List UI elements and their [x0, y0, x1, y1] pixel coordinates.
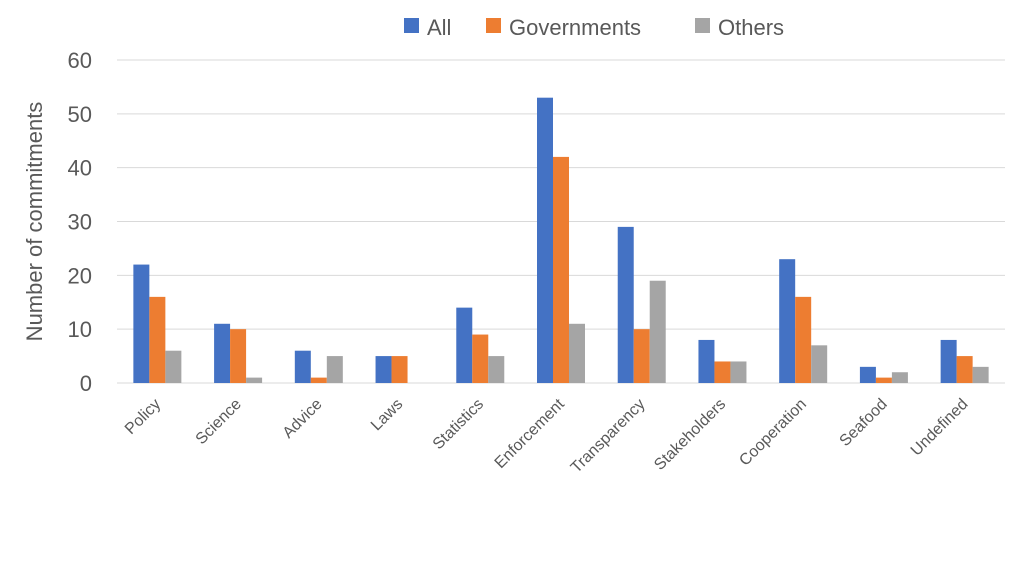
bar-others-transparency	[649, 280, 666, 383]
x-tick-label: Advice	[280, 396, 326, 442]
bar-all-advice	[294, 350, 311, 383]
y-tick-label: 30	[68, 210, 92, 235]
bar-all-laws	[375, 356, 392, 383]
legend-label-others: Others	[718, 15, 784, 40]
bar-all-stakeholders	[698, 339, 715, 383]
bar-others-undefined	[972, 366, 989, 383]
bar-governments-policy	[149, 296, 166, 383]
x-tick-label: Enforcement	[492, 395, 569, 472]
bar-governments-statistics	[472, 334, 489, 383]
y-tick-label: 0	[80, 371, 92, 396]
x-tick-label: Transparency	[568, 396, 649, 477]
bar-governments-stakeholders	[714, 361, 731, 383]
bar-governments-cooperation	[795, 296, 812, 383]
bar-governments-transparency	[633, 329, 650, 383]
x-tick-label: Policy	[122, 396, 164, 438]
bar-all-undefined	[940, 339, 957, 383]
bar-governments-laws	[391, 356, 408, 383]
bar-all-science	[214, 323, 231, 383]
bar-governments-science	[230, 329, 247, 383]
y-tick-label: 50	[68, 102, 92, 127]
legend-swatch-others	[695, 18, 710, 33]
x-tick-label: Statistics	[430, 396, 487, 453]
bar-all-statistics	[456, 307, 473, 383]
bar-all-enforcement	[537, 97, 553, 383]
x-tick-label: Laws	[368, 396, 406, 434]
bar-all-transparency	[617, 226, 634, 383]
legend-label-all: All	[427, 15, 451, 40]
bar-others-science	[246, 377, 263, 383]
legend-label-governments: Governments	[509, 15, 641, 40]
bar-governments-enforcement	[553, 156, 569, 383]
bar-others-policy	[165, 350, 182, 383]
bar-others-cooperation	[811, 345, 828, 383]
legend-swatch-governments	[486, 18, 501, 33]
y-tick-label: 60	[68, 48, 92, 73]
y-tick-label: 20	[68, 263, 92, 288]
bar-others-seafood	[891, 372, 908, 383]
y-axis-title: Number of commitments	[22, 102, 47, 342]
bar-all-seafood	[859, 366, 876, 383]
bar-all-cooperation	[779, 259, 796, 383]
x-tick-label: Cooperation	[736, 396, 810, 470]
bar-governments-advice	[310, 377, 327, 383]
bar-governments-seafood	[875, 377, 892, 383]
x-tick-label: Seafood	[837, 396, 891, 450]
bar-others-advice	[326, 356, 343, 383]
x-tick-label: Undefined	[908, 396, 972, 460]
bar-others-statistics	[488, 356, 505, 383]
x-tick-label: Science	[193, 396, 245, 448]
y-tick-label: 40	[68, 156, 92, 181]
bar-governments-undefined	[956, 356, 973, 383]
bar-others-stakeholders	[730, 361, 747, 383]
legend-swatch-all	[404, 18, 419, 33]
x-tick-label: Stakeholders	[651, 396, 729, 474]
bar-others-enforcement	[569, 323, 585, 383]
bar-all-policy	[133, 264, 150, 383]
y-tick-label: 10	[68, 317, 92, 342]
